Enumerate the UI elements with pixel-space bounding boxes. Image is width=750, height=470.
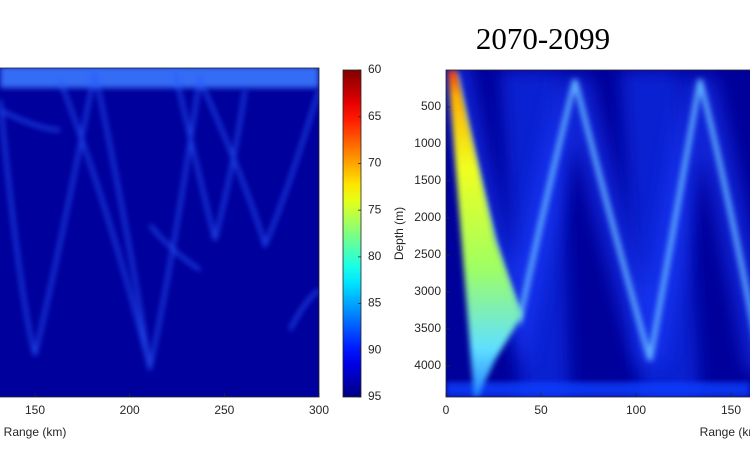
colorbar-tick-label: 80 xyxy=(368,249,382,263)
x-tick-label: 200 xyxy=(120,403,140,417)
x-tick-label: 100 xyxy=(626,403,646,417)
colorbar xyxy=(342,69,362,398)
y-tick-label: 2000 xyxy=(414,210,441,224)
x-axis-label: Range (km) xyxy=(4,425,67,439)
y-tick-label: 500 xyxy=(421,99,441,113)
chart-title: 2070-2099 xyxy=(476,21,610,56)
colorbar-tick-label: 95 xyxy=(368,389,382,403)
field-right xyxy=(446,70,750,397)
x-tick-label: 0 xyxy=(443,403,450,417)
colorbar-tick-label: 75 xyxy=(368,202,382,216)
x-tick-label: 250 xyxy=(214,403,234,417)
field-left xyxy=(0,68,319,397)
colorbar-tick-label: 60 xyxy=(368,62,382,76)
y-tick-label: 3500 xyxy=(414,321,441,335)
colorbar-tick-label: 85 xyxy=(368,296,382,310)
colorbar-tick-label: 65 xyxy=(368,109,382,123)
y-tick-label: 2500 xyxy=(414,247,441,261)
x-tick-label: 150 xyxy=(25,403,45,417)
x-tick-label: 300 xyxy=(309,403,329,417)
y-tick-label: 1000 xyxy=(414,136,441,150)
y-tick-label: 3000 xyxy=(414,284,441,298)
y-tick-label: 1500 xyxy=(414,173,441,187)
y-tick-label: 4000 xyxy=(414,358,441,372)
x-axis-label: Range (km) xyxy=(700,425,750,439)
y-axis-label: Depth (m) xyxy=(392,207,406,260)
x-tick-label: 150 xyxy=(721,403,741,417)
colorbar-tick-label: 90 xyxy=(368,342,382,356)
colorbar-tick-label: 70 xyxy=(368,156,382,170)
x-tick-label: 50 xyxy=(534,403,548,417)
